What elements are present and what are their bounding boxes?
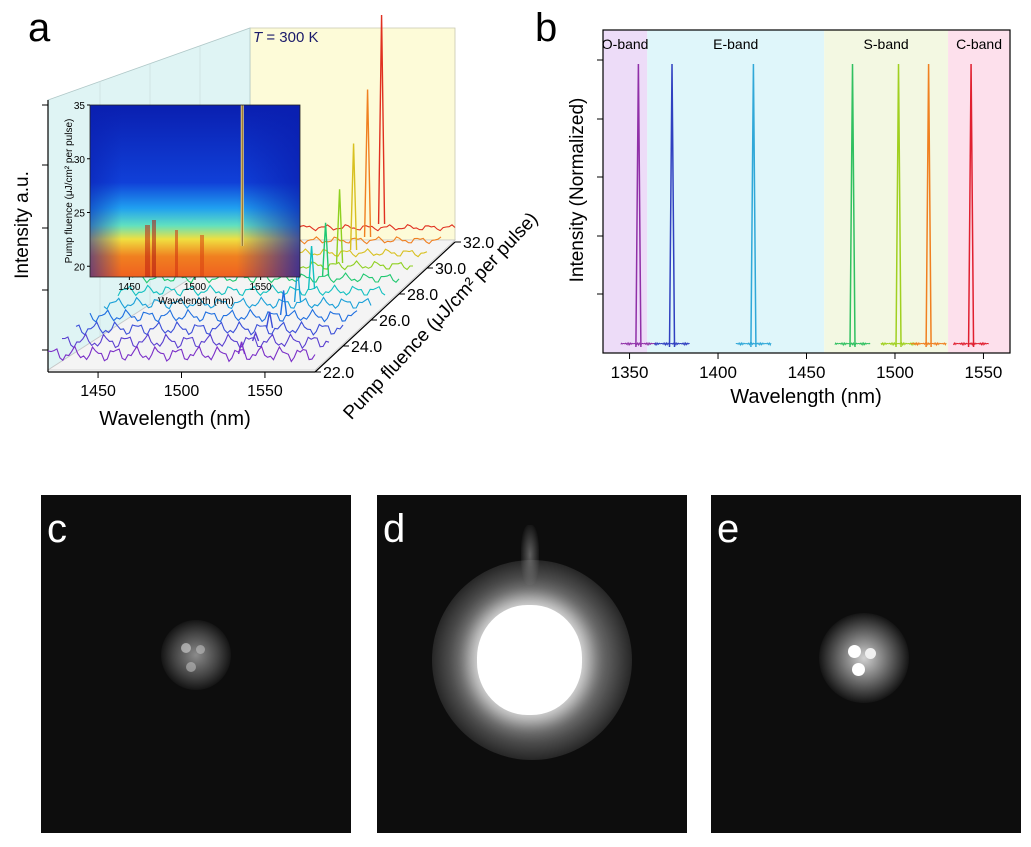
inset-x-tick-label: 1500: [184, 282, 207, 293]
x-tick-label: 1550: [247, 383, 283, 400]
peak-fluence-29: [335, 189, 344, 264]
panel-label-a: a: [28, 6, 51, 50]
inset-y-tick-label: 20: [74, 262, 86, 273]
inset-y-tick-label: 30: [74, 155, 86, 166]
y-axis-label: Intensity a.u.: [12, 171, 33, 279]
z-tick-labels: 22.0 24.0 26.0 28.0 30.0 32.0: [315, 235, 494, 382]
peak-fluence-30: [349, 143, 358, 251]
peak-fluence-22: [237, 341, 246, 355]
panel-label-c: c: [47, 507, 67, 551]
peak-fluence-24: [265, 311, 274, 329]
inset-heatmap: 1450 1500 1550 20 25 30 35 Wavelength (nm) Pu…: [64, 101, 301, 307]
x-tick-label: 1500: [876, 363, 914, 382]
peak-fluence-32: [377, 14, 386, 225]
peak-1374: [668, 63, 676, 348]
band-C-band: [948, 30, 1010, 353]
x-tick-label: 1500: [164, 383, 200, 400]
band-label: O-band: [602, 36, 649, 52]
spectrum-peaks: [620, 63, 989, 348]
x-tick-labels: 1450 1500 1550: [80, 372, 283, 400]
z-tick-label: 32.0: [463, 235, 494, 252]
band-labels: O-band E-band S-band C-band: [602, 36, 1002, 52]
peak-1543: [967, 63, 975, 348]
beam-spot-d: [477, 605, 582, 715]
beam-spot-e: [819, 613, 909, 703]
inset-y-label: Pump fluence (μJ/cm² per pulse): [64, 119, 75, 264]
band-E-band: [647, 30, 825, 353]
x-tick-label: 1350: [611, 363, 649, 382]
baseline-1374: [653, 341, 690, 347]
trace-fluence-25: [89, 308, 358, 323]
peak-fluence-28: [321, 222, 330, 277]
y-ticks: [42, 104, 48, 351]
inset-y-tick-label: 35: [74, 101, 86, 112]
z-tick-label: 30.0: [435, 261, 466, 278]
inset-x-label: Wavelength (nm): [158, 296, 234, 307]
peak-1502: [895, 63, 902, 348]
trace-fluence-22: [47, 344, 316, 363]
peak-fluence-31: [363, 89, 372, 238]
beam-image-c: c: [41, 495, 351, 833]
x-tick-label: 1450: [788, 363, 826, 382]
y-axis-label: Intensity (Normalized): [567, 98, 588, 283]
waterfall-chart: 1450 1500 1550 22.0 24.0 26.0 28.0 30.0 32.0 T …: [12, 14, 542, 430]
trace-fluence-26: [103, 296, 372, 310]
z-tick-label: 22.0: [323, 365, 354, 382]
peak-fluence-23: [251, 330, 260, 342]
y-ticks: [597, 59, 603, 295]
peak-fluence-27: [307, 246, 316, 290]
peak-fluence-25: [279, 290, 288, 316]
trace-fluence-23: [61, 332, 330, 350]
inset-x-ticks: 1450 1500 1550: [118, 277, 272, 293]
band-label: E-band: [713, 36, 758, 52]
band-backgrounds: [603, 30, 1010, 353]
panel-label-e: e: [717, 507, 740, 551]
z-tick-label: 26.0: [379, 313, 410, 330]
temperature-value: = 300 K: [262, 29, 318, 46]
baseline-1543: [953, 341, 989, 347]
baseline-1502: [880, 341, 917, 347]
x-axis-label: Wavelength (nm): [730, 386, 882, 408]
peak-1476: [849, 63, 856, 348]
heatmap-streaks: [145, 220, 204, 277]
x-tick-label: 1550: [965, 363, 1003, 382]
z-axis: [314, 241, 456, 373]
band-label: C-band: [956, 36, 1002, 52]
beam-image-e: e: [711, 495, 1021, 833]
x-tick-labels: 1350 1400 1450 1500 1550: [611, 353, 1003, 382]
inset-x-tick-label: 1450: [118, 282, 141, 293]
x-tick-label: 1400: [699, 363, 737, 382]
x-tick-label: 1450: [80, 383, 116, 400]
beam-image-d: d: [377, 495, 687, 833]
peak-1355: [635, 63, 642, 348]
peak-1519: [925, 63, 932, 348]
z-tick-label: 24.0: [351, 339, 382, 356]
panel-label-b: b: [535, 6, 558, 50]
trace-fluence-27: [117, 284, 386, 297]
baseline-1420: [735, 341, 772, 347]
heatmap-shade: [90, 105, 300, 277]
baseline-1476: [834, 341, 871, 347]
band-label: S-band: [864, 36, 909, 52]
inset-y-ticks: 20 25 30 35: [74, 101, 90, 273]
beam-spot-c: [161, 620, 231, 690]
baseline-1355: [620, 341, 657, 347]
temperature-symbol: T: [253, 29, 264, 46]
temperature-label: T = 300 K: [253, 29, 318, 46]
peak-1420: [750, 63, 757, 348]
z-tick-label: 28.0: [407, 287, 438, 304]
baseline-1519: [910, 341, 947, 347]
inset-x-tick-label: 1550: [250, 282, 273, 293]
x-axis-label: Wavelength (nm): [99, 408, 251, 430]
trace-fluence-24: [75, 320, 344, 336]
band-spectrum-chart: O-band E-band S-band C-band 1350 1400 1450 150…: [567, 29, 1011, 408]
panel-label-d: d: [383, 507, 406, 551]
inset-y-tick-label: 25: [74, 209, 86, 220]
